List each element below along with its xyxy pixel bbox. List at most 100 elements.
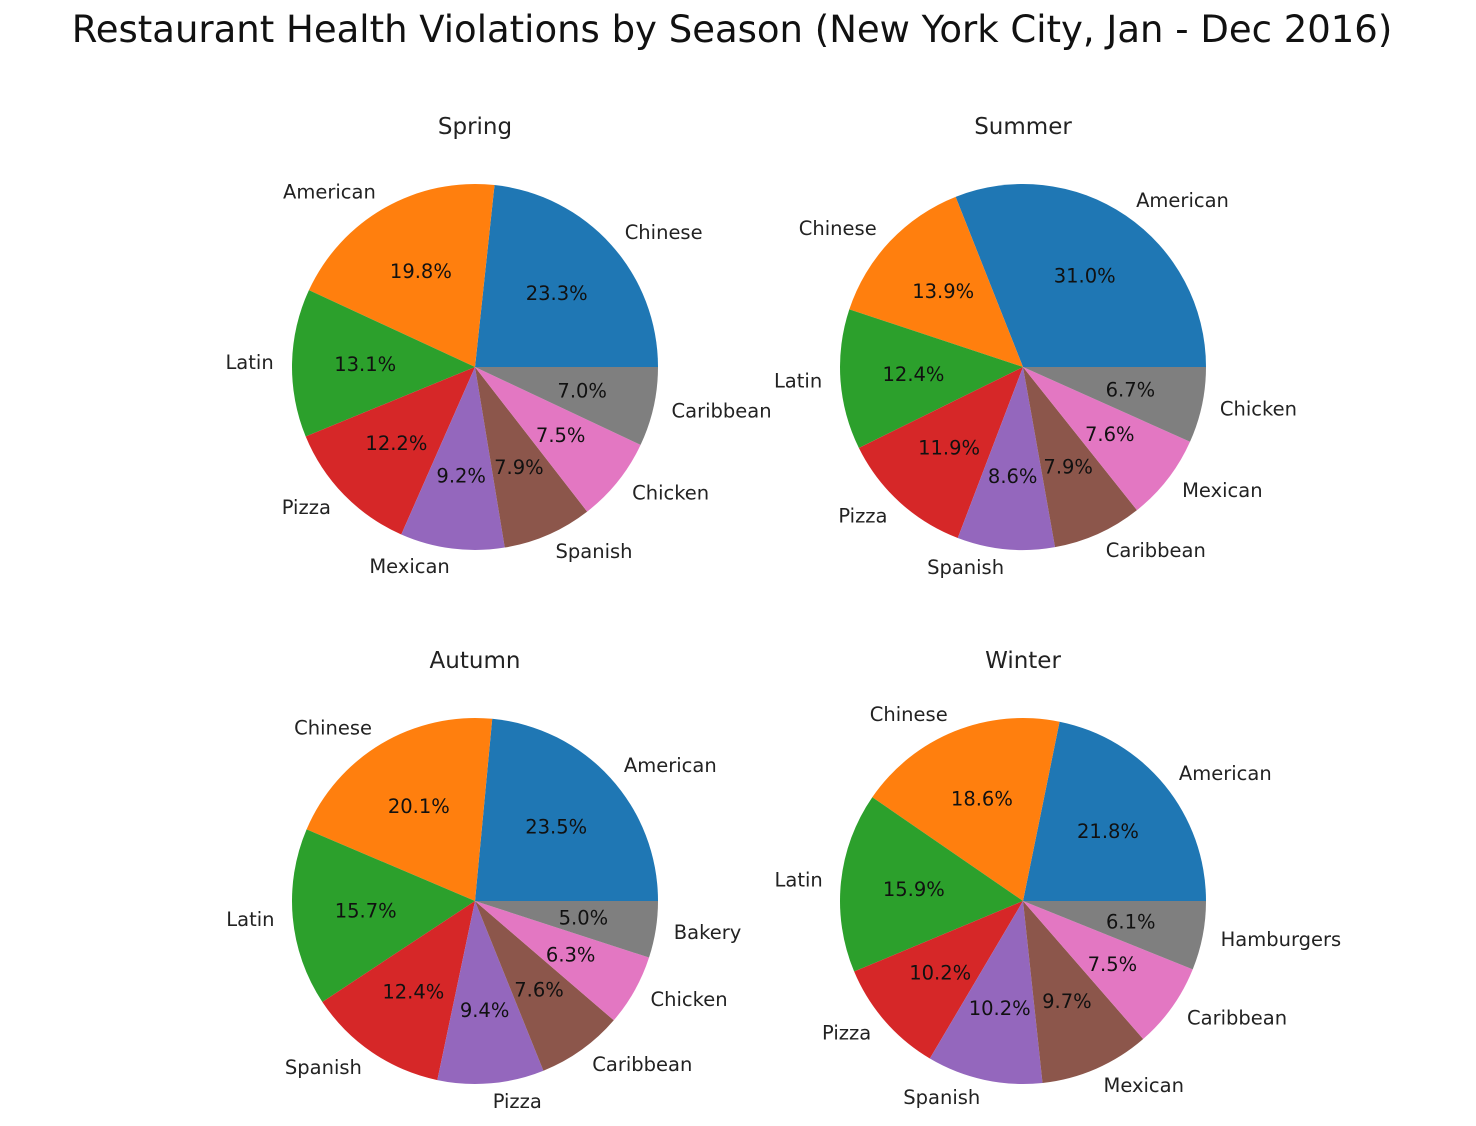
chart-summer-label-latin: Latin xyxy=(774,369,822,392)
chart-winter-pct-chinese: 18.6% xyxy=(951,788,1013,811)
chart-autumn-pct-chinese: 20.1% xyxy=(388,795,450,818)
chart-winter-label-american: American xyxy=(1179,762,1272,785)
chart-summer-slice-chicken xyxy=(1023,367,1206,442)
chart-spring-label-caribbean: Caribbean xyxy=(672,399,772,422)
chart-autumn-label-chinese: Chinese xyxy=(294,717,372,740)
chart-autumn-title: Autumn xyxy=(430,648,521,674)
chart-winter-slice-spanish xyxy=(929,901,1043,1085)
chart-winter-title: Winter xyxy=(985,648,1061,674)
chart-summer-pct-american: 31.0% xyxy=(1054,265,1116,288)
chart-autumn-pct-chicken: 6.3% xyxy=(546,943,596,966)
chart-winter-label-latin: Latin xyxy=(775,869,823,892)
chart-winter-label-pizza: Pizza xyxy=(822,1022,871,1045)
chart-autumn-slice-latin xyxy=(292,829,475,1002)
chart-winter-slice-mexican xyxy=(1023,901,1144,1083)
chart-winter-pct-hamburgers: 6.1% xyxy=(1106,910,1156,933)
chart-spring-slice-spanish xyxy=(475,367,588,548)
chart-winter-label-chinese: Chinese xyxy=(870,703,948,726)
chart-autumn-slice-spanish xyxy=(322,901,475,1081)
chart-summer-pct-spanish: 8.6% xyxy=(988,465,1038,488)
chart-autumn-pct-latin: 15.7% xyxy=(335,900,397,923)
chart-summer-pct-mexican: 7.6% xyxy=(1085,423,1135,446)
chart-spring-label-american: American xyxy=(283,180,376,203)
chart-autumn-slice-pizza xyxy=(437,901,544,1084)
chart-spring: Spring 23.3% Chinese 19.8% American 13.1% Lati… xyxy=(225,114,771,578)
chart-winter-slice-caribbean xyxy=(1023,901,1193,1040)
chart-autumn: Autumn 23.5% American 20.1% Chinese 15.7% Lati… xyxy=(226,648,741,1113)
chart-autumn-label-bakery: Bakery xyxy=(674,921,741,944)
chart-autumn-slice-chinese xyxy=(306,717,493,901)
chart-winter: Winter 21.8% American 18.6% Chinese 15.9% Lati… xyxy=(775,648,1342,1109)
chart-autumn-label-pizza: Pizza xyxy=(493,1090,542,1113)
chart-winter-pct-caribbean: 7.5% xyxy=(1088,953,1138,976)
chart-spring-pct-american: 19.8% xyxy=(390,260,452,283)
chart-summer-label-mexican: Mexican xyxy=(1182,479,1262,502)
chart-winter-label-mexican: Mexican xyxy=(1104,1074,1184,1097)
chart-summer-pct-latin: 12.4% xyxy=(883,363,945,386)
chart-winter-pct-pizza: 10.2% xyxy=(909,962,971,985)
chart-summer-pct-chicken: 6.7% xyxy=(1106,378,1156,401)
chart-autumn-label-chicken: Chicken xyxy=(651,988,728,1011)
chart-winter-slice-american xyxy=(1023,721,1206,901)
chart-spring-pct-caribbean: 7.0% xyxy=(557,380,607,403)
chart-autumn-pct-spanish: 12.4% xyxy=(382,980,444,1003)
chart-summer-slice-mexican xyxy=(1023,367,1191,511)
chart-summer-label-chicken: Chicken xyxy=(1220,398,1297,421)
chart-summer-label-spanish: Spanish xyxy=(927,556,1004,579)
chart-winter-slice-latin xyxy=(839,797,1023,972)
chart-autumn-pct-american: 23.5% xyxy=(525,816,587,839)
chart-summer-label-american: American xyxy=(1136,189,1229,212)
chart-winter-pct-mexican: 9.7% xyxy=(1042,990,1092,1013)
chart-autumn-label-latin: Latin xyxy=(226,908,274,931)
chart-winter-pct-latin: 15.9% xyxy=(883,878,945,901)
chart-spring-slice-mexican xyxy=(401,367,505,550)
chart-summer-title: Summer xyxy=(974,114,1072,140)
chart-summer-slice-caribbean xyxy=(1023,367,1137,548)
chart-autumn-pct-caribbean: 7.6% xyxy=(514,979,564,1002)
chart-spring-label-pizza: Pizza xyxy=(282,496,331,519)
chart-summer-pct-chinese: 13.9% xyxy=(912,280,974,303)
chart-summer-label-caribbean: Caribbean xyxy=(1106,539,1206,562)
chart-winter-slice-pizza xyxy=(854,901,1023,1059)
chart-spring-pct-latin: 13.1% xyxy=(334,353,396,376)
chart-spring-slice-pizza xyxy=(305,367,475,535)
chart-autumn-label-spanish: Spanish xyxy=(285,1056,362,1079)
chart-spring-pct-pizza: 12.2% xyxy=(365,432,427,455)
chart-autumn-slice-chicken xyxy=(475,901,650,1021)
chart-spring-pct-spanish: 7.9% xyxy=(494,456,544,479)
chart-spring-slice-chinese xyxy=(475,185,658,367)
chart-winter-label-hamburgers: Hamburgers xyxy=(1221,928,1342,951)
chart-spring-slice-caribbean xyxy=(475,367,658,445)
figure-title: Restaurant Health Violations by Season (… xyxy=(71,8,1393,51)
chart-winter-slice-hamburgers xyxy=(1023,901,1206,970)
chart-spring-title: Spring xyxy=(438,114,512,140)
chart-winter-label-caribbean: Caribbean xyxy=(1187,1006,1287,1029)
chart-spring-slice-chicken xyxy=(475,367,641,512)
chart-winter-slice-chinese xyxy=(872,718,1060,901)
chart-autumn-label-caribbean: Caribbean xyxy=(592,1053,692,1076)
chart-spring-label-chinese: Chinese xyxy=(625,221,703,244)
chart-summer-label-pizza: Pizza xyxy=(838,504,887,527)
chart-summer-pct-pizza: 11.9% xyxy=(918,437,980,460)
chart-spring-label-chicken: Chicken xyxy=(632,481,709,504)
chart-spring-pct-mexican: 9.2% xyxy=(436,464,486,487)
chart-summer-slice-latin xyxy=(840,309,1023,449)
chart-autumn-label-american: American xyxy=(624,754,717,777)
chart-spring-label-mexican: Mexican xyxy=(369,555,449,578)
chart-summer-slice-spanish xyxy=(957,367,1056,551)
chart-spring-slice-latin xyxy=(291,290,475,437)
chart-winter-label-spanish: Spanish xyxy=(903,1086,980,1109)
chart-autumn-pct-pizza: 9.4% xyxy=(460,999,510,1022)
chart-spring-slice-american xyxy=(308,183,495,367)
chart-summer-pct-caribbean: 7.9% xyxy=(1043,456,1093,479)
chart-summer-slice-pizza xyxy=(858,367,1023,538)
chart-spring-pct-chinese: 23.3% xyxy=(526,282,588,305)
chart-winter-pct-american: 21.8% xyxy=(1077,820,1139,843)
chart-autumn-slice-bakery xyxy=(475,901,658,958)
chart-summer-slice-chinese xyxy=(849,196,1023,367)
chart-autumn-slice-caribbean xyxy=(475,901,614,1071)
chart-spring-label-latin: Latin xyxy=(225,351,273,374)
chart-spring-pct-chicken: 7.5% xyxy=(536,424,586,447)
